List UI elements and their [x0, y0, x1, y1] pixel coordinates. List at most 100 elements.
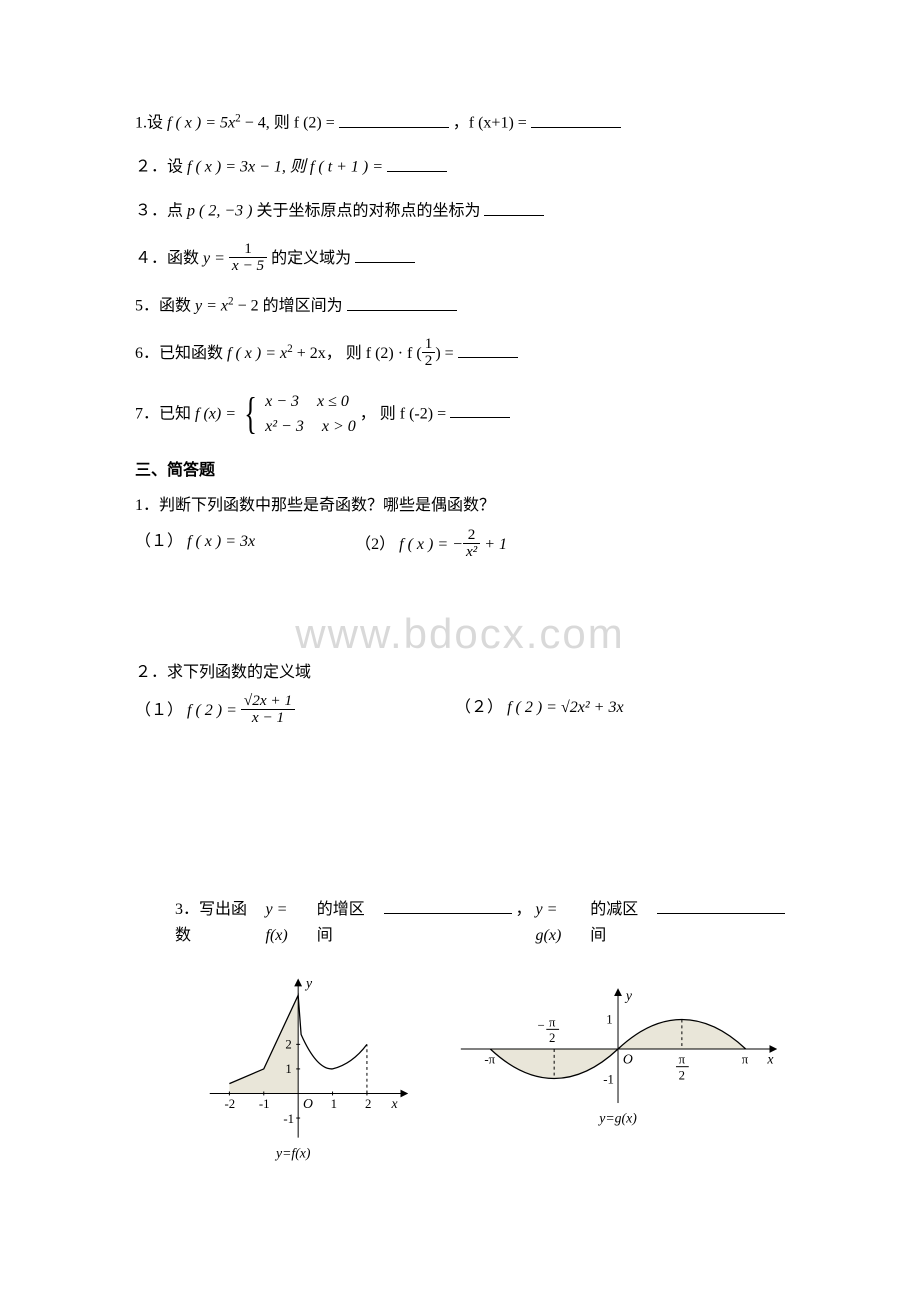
sec3-q3-blank2 — [657, 896, 785, 914]
q5-fx: y = x — [195, 298, 228, 315]
q4-frac: 1 x − 5 — [229, 241, 267, 274]
sec3-q1-b: （2） f ( x ) = − 2 x² + 1 — [355, 529, 507, 562]
sec3-q2-b-label: （２） — [455, 699, 507, 716]
sec3-q2-a-num: √2x + 1 — [241, 693, 295, 709]
graphs-row: -2 -1 1 2 1 2 -1 O x y y=f(x) — [195, 964, 785, 1164]
q6-frac: 1 2 — [422, 336, 436, 369]
sec3-q2-b-rad: 2x² + 3x — [570, 699, 624, 716]
q1-prefix: 1.设 — [135, 115, 167, 132]
svg-text:2: 2 — [549, 1031, 555, 1045]
brace-icon: { — [244, 392, 257, 436]
sec3-q2-items: （１） f ( 2 ) = √2x + 1 x − 1 （２） f ( 2 ) … — [135, 695, 785, 728]
svg-text:π: π — [742, 1053, 749, 1067]
q6-prefix: 6．已知函数 — [135, 345, 227, 362]
chart-f-x-label: x — [390, 1096, 397, 1111]
q1-exp: 2 — [235, 112, 241, 124]
sec3-q1-b-den: x² — [463, 543, 480, 560]
sec3-q2-b-lhs: f ( 2 ) = — [507, 699, 557, 716]
sec3-q3-b: 的增区间 — [317, 897, 380, 948]
q4-prefix: ４．函数 — [135, 250, 203, 267]
sec3-q2-b-sqrt: √2x² + 3x — [561, 699, 624, 716]
chart-g: -π − π 2 π 2 π 1 -1 O x y y=g(x) — [451, 964, 785, 1134]
q3-pt: p ( 2, −3 ) — [187, 203, 252, 220]
q4-tail: 的定义域为 — [271, 250, 351, 267]
q1-blank1 — [339, 110, 449, 128]
question-4: ４．函数 y = 1 x − 5 的定义域为 — [135, 243, 785, 276]
chart-g-caption: y=g(x) — [597, 1111, 637, 1127]
sec3-q3-d: 的减区间 — [590, 897, 653, 948]
sec3-q3-c: ， — [516, 897, 532, 923]
q6-tail: ) = — [435, 345, 453, 362]
svg-text:-π: -π — [484, 1053, 495, 1067]
sec3-q1-a-fx: f ( x ) = 3x — [187, 533, 255, 550]
q4-den: x − 5 — [229, 257, 267, 274]
q2-prefix: ２．设 — [135, 159, 187, 176]
q6-num: 1 — [422, 336, 436, 352]
svg-text:1: 1 — [331, 1097, 337, 1111]
q7-blank — [450, 400, 510, 418]
svg-text:π: π — [679, 1053, 686, 1067]
q4-y: y = — [203, 250, 225, 267]
svg-text:-2: -2 — [224, 1097, 235, 1111]
chart-g-x-label: x — [766, 1052, 773, 1067]
q6-fx: f ( x ) = x — [227, 345, 287, 362]
sec3-q2-prompt: ２．求下列函数的定义域 — [135, 660, 785, 686]
sec3-q2-a-label: （１） — [135, 703, 187, 720]
sec3-q1-a: （１） f ( x ) = 3x — [135, 529, 255, 562]
q5-exp: 2 — [228, 296, 234, 308]
chart-g-y-label: y — [624, 988, 633, 1003]
q7-piecewise: { x − 3 x ≤ 0 x² − 3 x > 0 — [240, 389, 356, 440]
q1-tail2: ，f (x+1) = — [453, 115, 527, 132]
svg-text:-1: -1 — [603, 1073, 614, 1087]
sec3-q3-a: 3．写出函数 — [175, 897, 262, 948]
q7-row2b: x > 0 — [322, 414, 356, 440]
chart-f: -2 -1 1 2 1 2 -1 O x y y=f(x) — [195, 964, 421, 1164]
q7-row1a: x − 3 — [265, 389, 299, 415]
section-3-head: 三、简答题 — [135, 458, 785, 484]
q5-blank — [347, 293, 457, 311]
q6-blank — [458, 340, 518, 358]
question-3: ３．点 p ( 2, −3 ) 关于坐标原点的对称点的坐标为 — [135, 198, 785, 224]
sec3-q1-b-pre: f ( x ) = − — [399, 536, 463, 553]
question-6: 6．已知函数 f ( x ) = x2 + 2x， 则 f (2) · f ( … — [135, 338, 785, 371]
sec3-q3-gx: y = g(x) — [536, 897, 587, 948]
svg-text:1: 1 — [285, 1062, 291, 1076]
q7-tail: ， 则 f (-2) = — [360, 405, 446, 422]
svg-text:2: 2 — [679, 1069, 685, 1083]
q1-fx: f ( x ) = 5x — [167, 115, 235, 132]
question-5: 5．函数 y = x2 − 2 的增区间为 — [135, 293, 785, 319]
sec3-q1-b-num: 2 — [463, 527, 480, 543]
chart-f-caption: y=f(x) — [274, 1145, 311, 1161]
q3-prefix: ３．点 — [135, 203, 187, 220]
question-1: 1.设 f ( x ) = 5x2 − 4, 则 f (2) = ，f (x+1… — [135, 110, 785, 136]
sec3-q1-b-post: + 1 — [480, 536, 507, 553]
question-2: ２．设 f ( x ) = 3x − 1, 则 f ( t + 1 ) = — [135, 154, 785, 180]
sec3-q2-a: （１） f ( 2 ) = √2x + 1 x − 1 — [135, 695, 295, 728]
sec3-q1-items: （１） f ( x ) = 3x （2） f ( x ) = − 2 x² + … — [135, 529, 785, 562]
q5-tail: − 2 的增区间为 — [238, 298, 343, 315]
svg-text:1: 1 — [606, 1013, 612, 1027]
sec3-q1-b-frac: 2 x² — [463, 527, 480, 560]
q2-blank — [387, 154, 447, 172]
q2-fx: f ( x ) = 3x − 1, 则 f ( t + 1 ) = — [187, 159, 383, 176]
sec3-q1-b-label: （2） — [355, 536, 399, 553]
svg-text:π: π — [549, 1016, 556, 1030]
q1-blank2 — [531, 110, 621, 128]
sec3-q2-a-lhs: f ( 2 ) = — [187, 703, 237, 720]
chart-f-O: O — [303, 1096, 313, 1111]
q6-exp: 2 — [287, 342, 293, 354]
svg-text:−: − — [537, 1018, 544, 1032]
chart-g-O: O — [623, 1052, 633, 1067]
q6-mid: + 2x， 则 f (2) · f ( — [297, 345, 422, 362]
sec3-q1-a-label: （１） — [135, 533, 187, 550]
q4-blank — [355, 245, 415, 263]
sec3-q3-prompt: 3．写出函数 y = f(x) 的增区间 ， y = g(x) 的减区间 — [175, 896, 785, 948]
sec3-q3-blank1 — [384, 896, 512, 914]
q7-prefix: 7．已知 — [135, 405, 195, 422]
q5-prefix: 5．函数 — [135, 298, 195, 315]
sec3-q2-a-den: x − 1 — [241, 709, 295, 726]
chart-f-y-label: y — [304, 975, 313, 990]
sec3-q1-prompt: 1．判断下列函数中那些是奇函数？哪些是偶函数？ — [135, 493, 785, 519]
svg-text:2: 2 — [285, 1037, 291, 1051]
svg-text:-1: -1 — [259, 1097, 270, 1111]
